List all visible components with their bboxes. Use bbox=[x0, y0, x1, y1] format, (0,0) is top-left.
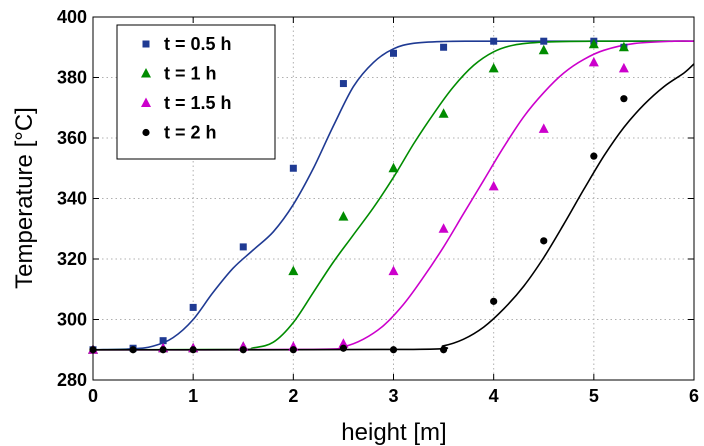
series-3-point bbox=[438, 223, 449, 233]
y-tick-label: 380 bbox=[57, 68, 87, 88]
series-3-point bbox=[338, 338, 349, 348]
series-3-point bbox=[488, 180, 499, 191]
series-2-point bbox=[288, 265, 299, 276]
series-4-point bbox=[289, 346, 297, 354]
series-4-point bbox=[239, 346, 247, 354]
x-tick-label: 1 bbox=[188, 386, 198, 406]
y-tick-label: 400 bbox=[57, 7, 87, 27]
series-1-point bbox=[540, 37, 548, 45]
series-2-point bbox=[538, 44, 549, 55]
series-1-point bbox=[289, 164, 297, 172]
legend-marker-4 bbox=[142, 128, 150, 137]
y-tick-label: 320 bbox=[57, 249, 87, 269]
series-3-curve bbox=[92, 40, 695, 351]
x-axis-label: height [m] bbox=[341, 419, 446, 446]
x-tick-label: 5 bbox=[589, 386, 599, 406]
series-1-point bbox=[490, 37, 498, 45]
series-1-curve bbox=[92, 40, 695, 351]
legend-label-4: t = 2 h bbox=[164, 123, 217, 143]
y-tick-label: 360 bbox=[57, 128, 87, 148]
series-1-point bbox=[440, 43, 448, 51]
series-3-point bbox=[588, 56, 599, 67]
series-2-curve bbox=[92, 40, 695, 351]
y-tick-label: 280 bbox=[57, 370, 87, 390]
series-1-point bbox=[159, 337, 167, 345]
x-tick-label: 3 bbox=[388, 386, 398, 406]
x-tick-label: 0 bbox=[88, 386, 98, 406]
series-3-point bbox=[388, 265, 399, 276]
series-4-curve bbox=[92, 63, 695, 351]
series-4-point bbox=[339, 344, 348, 352]
series-1-point bbox=[189, 303, 197, 311]
series-2-point bbox=[438, 108, 449, 118]
y-tick-label: 300 bbox=[57, 310, 87, 330]
series-2-point bbox=[488, 62, 499, 73]
series-1-point bbox=[339, 80, 347, 88]
x-tick-label: 6 bbox=[689, 386, 699, 406]
series-3-point bbox=[618, 62, 629, 73]
series-3-point bbox=[538, 123, 549, 133]
axis-ticks bbox=[92, 16, 695, 381]
series-4-point bbox=[189, 346, 197, 354]
series-4-point bbox=[159, 346, 167, 354]
series-2-point bbox=[618, 41, 629, 52]
series-4-point bbox=[439, 346, 448, 354]
series-4-point bbox=[540, 237, 548, 245]
fit-curves bbox=[92, 40, 695, 351]
legend: t = 0.5 h t = 1 h t = 1.5 h t = 2 h bbox=[116, 24, 276, 160]
legend-marker-1 bbox=[142, 40, 150, 48]
series-2-point bbox=[588, 38, 599, 49]
legend-label-3: t = 1.5 h bbox=[164, 93, 232, 113]
legend-marker-3 bbox=[141, 97, 151, 107]
y-axis-label: Temperature [°C] bbox=[11, 107, 38, 289]
axis-tick-labels: 0 1 2 3 4 5 6 280 300 320 340 360 380 400 bbox=[57, 7, 699, 406]
series-4-point bbox=[590, 152, 598, 160]
x-tick-label: 4 bbox=[489, 386, 499, 406]
series-2-point bbox=[388, 162, 399, 173]
series-4-point bbox=[389, 346, 398, 354]
series-1-point bbox=[390, 49, 397, 57]
series-2-point bbox=[338, 211, 349, 221]
legend-marker-2 bbox=[141, 68, 151, 78]
legend-label-1: t = 0.5 h bbox=[164, 34, 232, 54]
legend-label-2: t = 1 h bbox=[164, 64, 217, 84]
series-4-point bbox=[129, 346, 137, 354]
series-4-point bbox=[490, 297, 498, 305]
x-tick-label: 2 bbox=[288, 386, 298, 406]
series-4-point bbox=[620, 95, 628, 103]
series-1-point bbox=[239, 243, 247, 251]
y-tick-label: 340 bbox=[57, 189, 87, 209]
